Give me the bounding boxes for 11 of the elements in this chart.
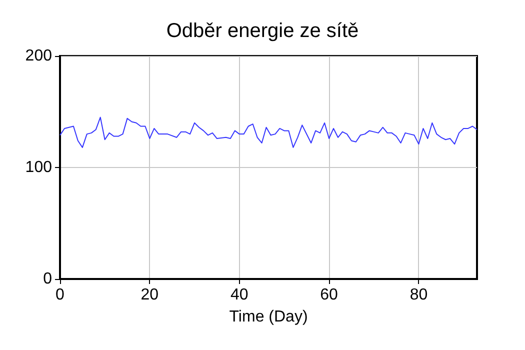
x-axis-title: Time (Day) <box>229 308 308 326</box>
x-tick-label: 40 <box>230 286 248 304</box>
x-tick-label: 60 <box>320 286 338 304</box>
y-tick-label: 200 <box>25 48 52 64</box>
chart-title: Odběr energie ze sítě <box>166 20 359 42</box>
y-tick-label: 0 <box>43 270 52 288</box>
line-series <box>60 116 478 148</box>
y-tick-label: 100 <box>25 159 52 176</box>
x-tick-label: 20 <box>140 286 159 304</box>
x-tick-label: 0 <box>56 286 65 304</box>
x-tick-label: 80 <box>410 286 428 304</box>
